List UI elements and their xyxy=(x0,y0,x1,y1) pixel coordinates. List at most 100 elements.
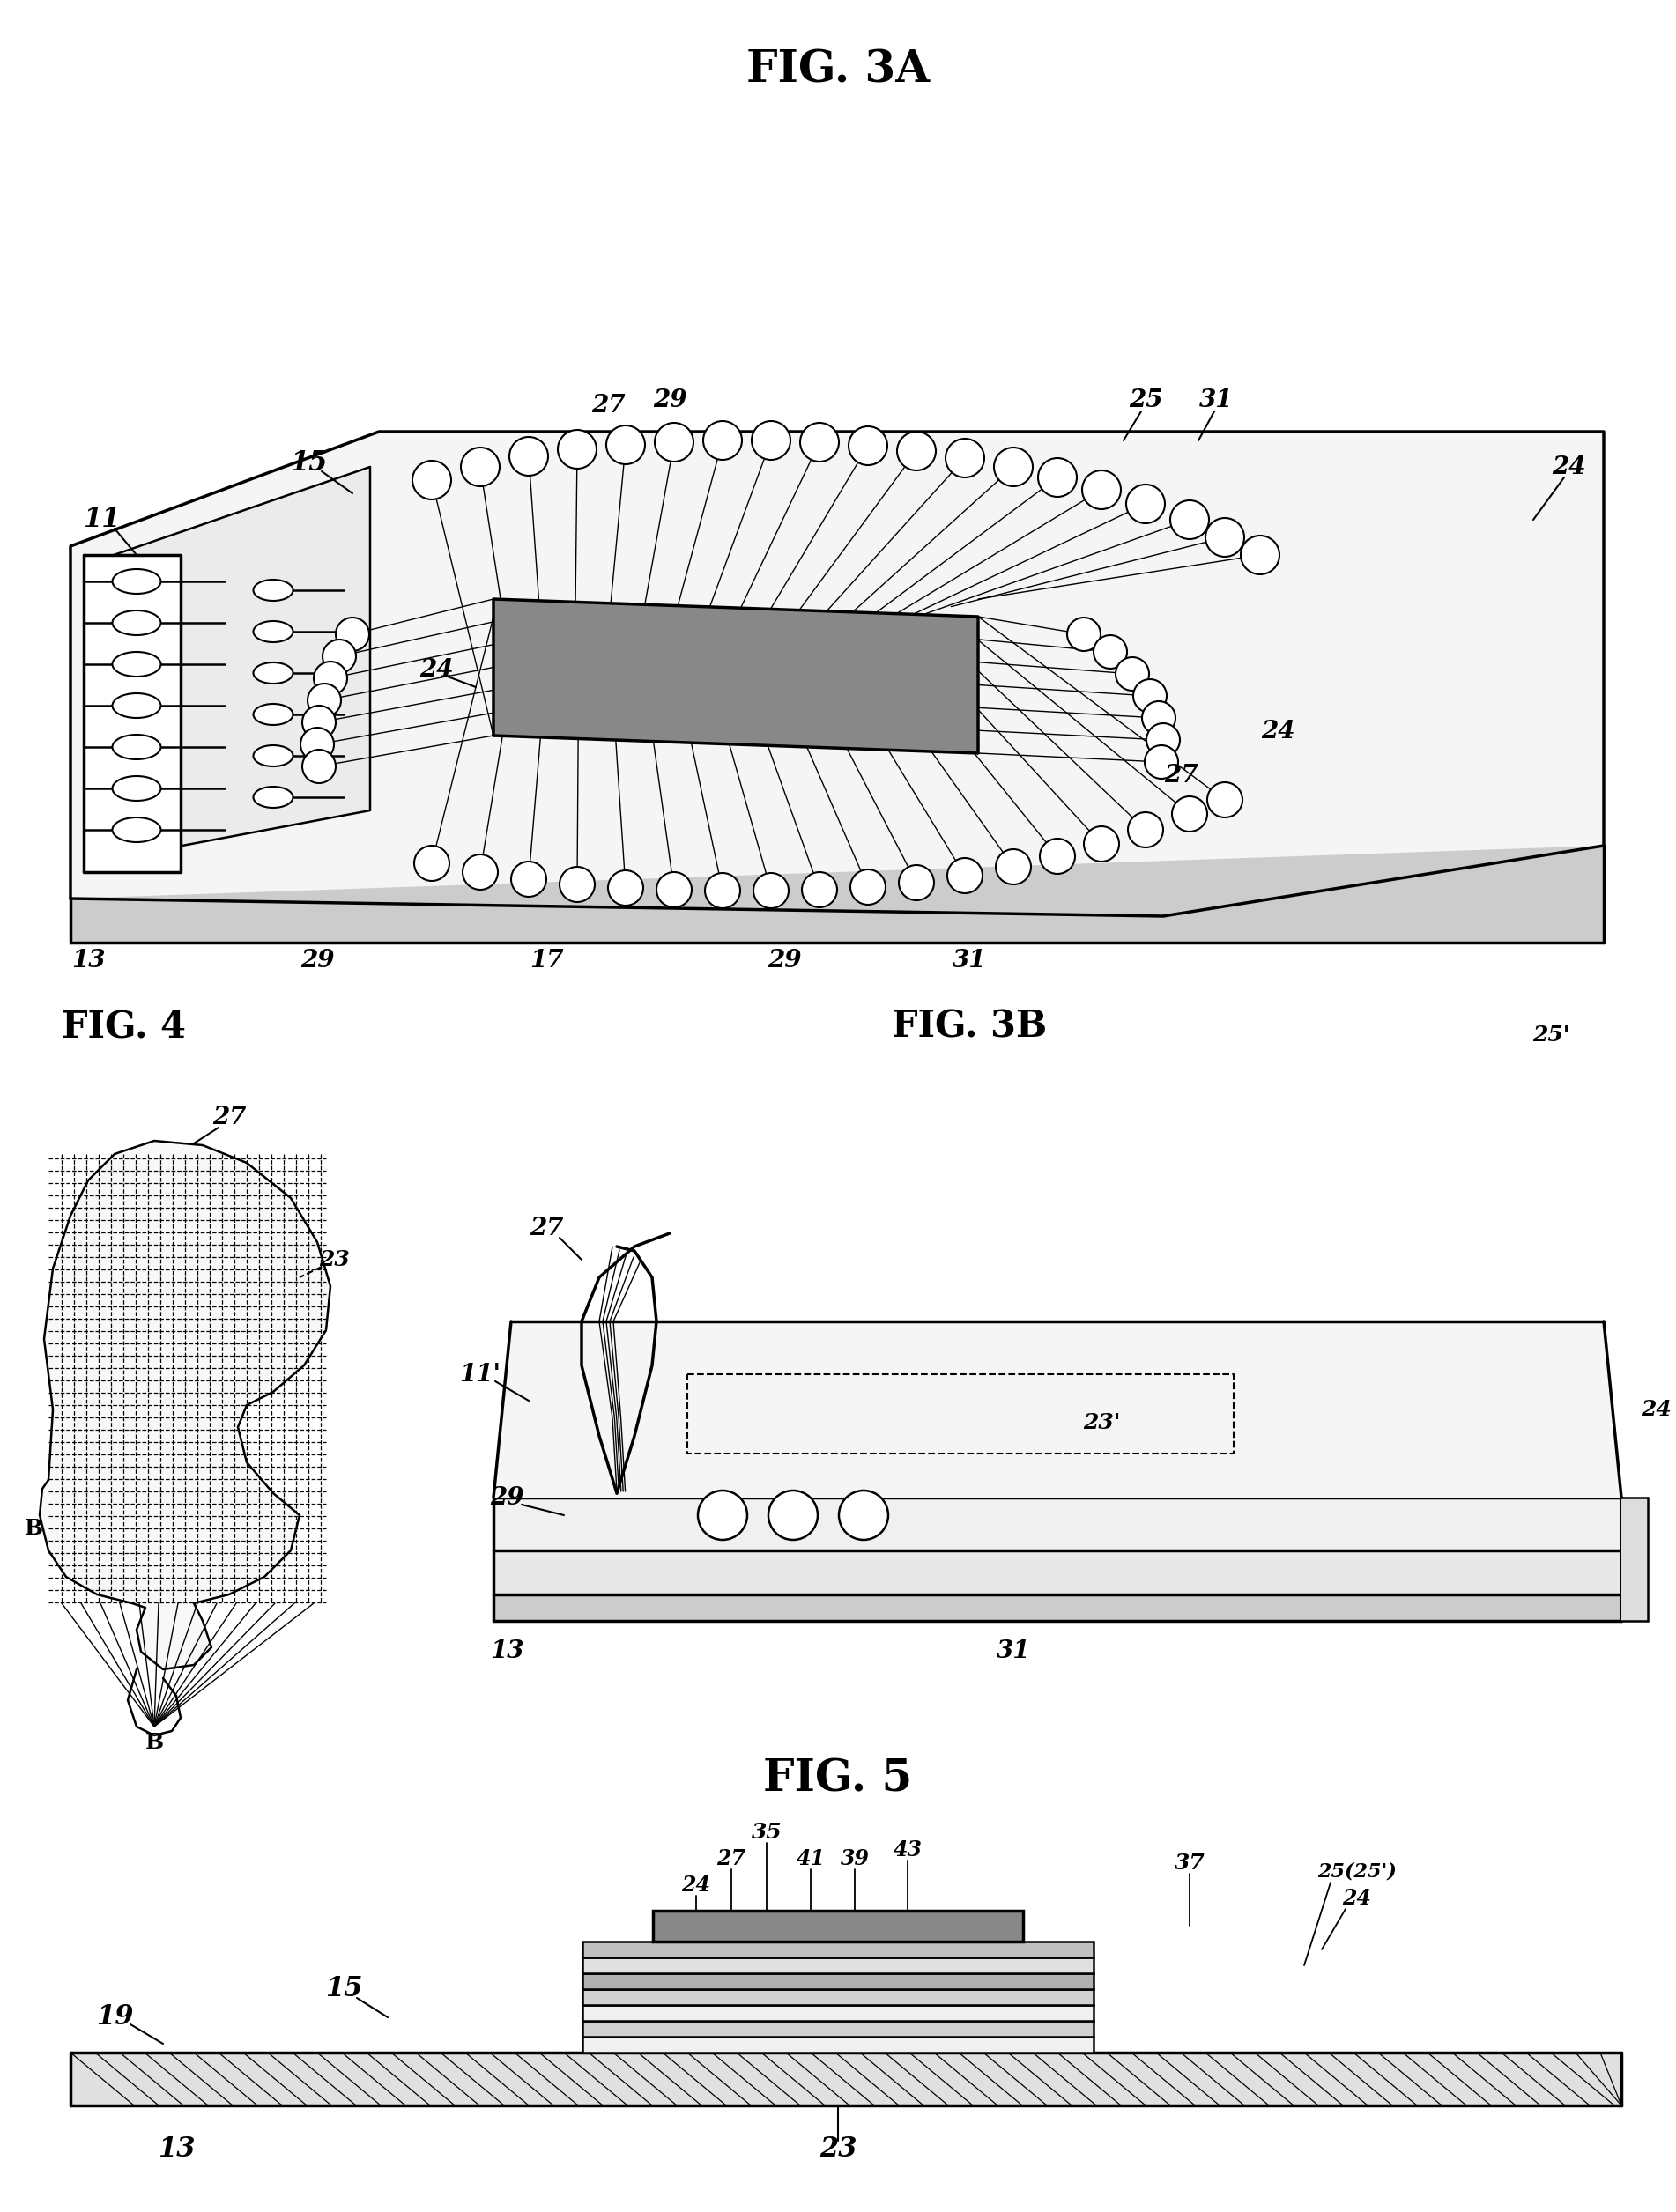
Circle shape xyxy=(558,429,597,469)
Ellipse shape xyxy=(112,818,161,843)
Bar xyxy=(583,2004,1093,2022)
Circle shape xyxy=(768,1491,818,1540)
Text: 24: 24 xyxy=(419,657,453,681)
Text: 24: 24 xyxy=(682,1874,711,1896)
Text: B: B xyxy=(144,1732,164,1754)
Bar xyxy=(583,1989,1093,2004)
Text: 23': 23' xyxy=(1083,1411,1120,1433)
Text: FIG. 3B: FIG. 3B xyxy=(892,1009,1048,1044)
Text: 25: 25 xyxy=(1128,389,1163,414)
Text: FIG. 4: FIG. 4 xyxy=(62,1009,186,1044)
Bar xyxy=(583,1973,1093,1989)
Circle shape xyxy=(1207,783,1242,818)
Bar xyxy=(583,1942,1093,1958)
Text: 27: 27 xyxy=(1163,763,1198,787)
Text: 24: 24 xyxy=(1342,1887,1371,1909)
Circle shape xyxy=(461,447,499,487)
Circle shape xyxy=(322,639,355,672)
Polygon shape xyxy=(493,1321,1621,1498)
Text: 31: 31 xyxy=(997,1639,1031,1663)
Text: 29: 29 xyxy=(768,949,801,971)
Circle shape xyxy=(898,865,934,900)
Circle shape xyxy=(947,858,982,894)
Circle shape xyxy=(704,420,742,460)
Polygon shape xyxy=(70,2053,1621,2106)
Circle shape xyxy=(994,447,1032,487)
Circle shape xyxy=(313,661,347,695)
Polygon shape xyxy=(84,555,181,872)
Circle shape xyxy=(655,422,694,462)
Text: 13: 13 xyxy=(70,949,106,971)
Circle shape xyxy=(1039,838,1074,874)
Circle shape xyxy=(945,438,984,478)
Ellipse shape xyxy=(112,611,161,635)
Circle shape xyxy=(706,874,741,909)
Circle shape xyxy=(300,728,334,761)
Circle shape xyxy=(697,1491,747,1540)
Polygon shape xyxy=(493,1551,1621,1595)
Circle shape xyxy=(1240,535,1279,575)
Circle shape xyxy=(1083,471,1121,509)
Polygon shape xyxy=(493,1498,1621,1551)
Text: 29: 29 xyxy=(652,389,687,414)
Text: 27: 27 xyxy=(530,1217,563,1241)
Circle shape xyxy=(657,872,692,907)
Text: 39: 39 xyxy=(840,1849,870,1869)
Text: 24: 24 xyxy=(1552,456,1585,478)
Bar xyxy=(583,2037,1093,2053)
Circle shape xyxy=(751,420,791,460)
Text: FIG. 5: FIG. 5 xyxy=(764,1759,912,1801)
Text: 35: 35 xyxy=(751,1823,783,1843)
Ellipse shape xyxy=(253,580,293,602)
Text: 27: 27 xyxy=(213,1106,246,1128)
Ellipse shape xyxy=(253,745,293,765)
Circle shape xyxy=(511,860,546,896)
Circle shape xyxy=(1128,812,1163,847)
Ellipse shape xyxy=(253,622,293,641)
Circle shape xyxy=(754,874,789,909)
Circle shape xyxy=(799,422,840,462)
Bar xyxy=(583,1958,1093,1973)
Text: FIG. 3A: FIG. 3A xyxy=(746,49,930,93)
Text: 29: 29 xyxy=(300,949,334,971)
Polygon shape xyxy=(40,1141,330,1670)
Ellipse shape xyxy=(253,703,293,726)
Circle shape xyxy=(307,684,340,717)
Circle shape xyxy=(608,869,644,905)
Text: 37: 37 xyxy=(1175,1854,1205,1874)
Text: 13: 13 xyxy=(489,1639,523,1663)
Text: 17: 17 xyxy=(530,949,563,971)
Circle shape xyxy=(1093,635,1126,668)
Text: 27: 27 xyxy=(717,1849,746,1869)
Circle shape xyxy=(302,706,335,739)
Text: 13: 13 xyxy=(158,2137,194,2163)
Circle shape xyxy=(1146,723,1180,757)
Circle shape xyxy=(1145,745,1178,779)
Ellipse shape xyxy=(112,734,161,759)
Text: 11: 11 xyxy=(82,507,121,533)
Circle shape xyxy=(1037,458,1076,498)
Circle shape xyxy=(1116,657,1150,690)
Text: 15: 15 xyxy=(290,449,327,476)
Circle shape xyxy=(996,849,1031,885)
Circle shape xyxy=(302,750,335,783)
Text: 27: 27 xyxy=(592,394,625,418)
Circle shape xyxy=(1172,796,1207,832)
Circle shape xyxy=(414,845,449,880)
Ellipse shape xyxy=(112,568,161,593)
Text: 31: 31 xyxy=(952,949,985,971)
Text: 24: 24 xyxy=(1641,1398,1673,1420)
Ellipse shape xyxy=(112,692,161,719)
Text: 23: 23 xyxy=(820,2137,856,2163)
Circle shape xyxy=(848,427,887,465)
Text: 15: 15 xyxy=(325,1975,362,2002)
Circle shape xyxy=(850,869,885,905)
Text: 23: 23 xyxy=(320,1250,350,1270)
Circle shape xyxy=(801,872,836,907)
Polygon shape xyxy=(70,431,1604,916)
Polygon shape xyxy=(89,467,370,863)
Ellipse shape xyxy=(112,776,161,801)
Circle shape xyxy=(607,425,645,465)
Text: 25(25'): 25(25') xyxy=(1317,1863,1396,1882)
Circle shape xyxy=(1170,500,1208,540)
